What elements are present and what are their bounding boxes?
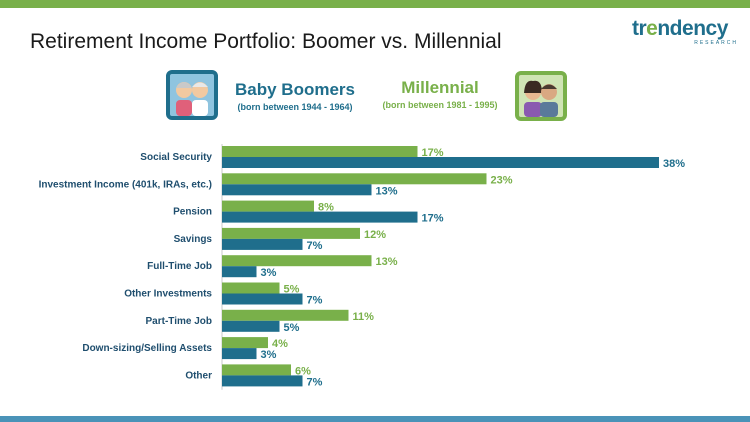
category-label: Other xyxy=(185,370,212,381)
top-accent-bar xyxy=(0,0,750,8)
boomers-bar xyxy=(222,320,280,332)
millennial-bar xyxy=(222,200,314,212)
boomers-bar xyxy=(222,348,257,360)
logo-text: trendency xyxy=(632,17,728,40)
category-label: Pension xyxy=(173,207,212,218)
boomers-bar xyxy=(222,375,303,387)
boomers-value-label: 7% xyxy=(307,240,323,252)
boomers-bar xyxy=(222,266,257,278)
bottom-accent-bar xyxy=(0,416,750,422)
boomers-bar xyxy=(222,293,303,305)
millennial-value-label: 8% xyxy=(318,202,334,214)
category-label: Down-sizing/Selling Assets xyxy=(82,343,212,354)
category-label: Part-Time Job xyxy=(146,316,213,327)
boomers-legend-born: (born between 1944 - 1964) xyxy=(237,102,353,112)
millennial-bar xyxy=(222,255,372,267)
boomers-bar xyxy=(222,184,372,196)
trendency-logo: trendency RESEARCH xyxy=(632,18,738,48)
millennial-value-label: 4% xyxy=(272,338,288,350)
category-label: Other Investments xyxy=(124,289,212,300)
category-label: Social Security xyxy=(140,152,212,163)
millennial-bar xyxy=(222,227,360,239)
category-label: Investment Income (401k, IRAs, etc.) xyxy=(39,179,212,190)
boomers-value-label: 38% xyxy=(663,158,685,170)
boomer-couple-icon xyxy=(166,70,218,120)
millennial-value-label: 5% xyxy=(284,284,300,296)
millennial-bar xyxy=(222,309,349,321)
page-title: Retirement Income Portfolio: Boomer vs. … xyxy=(30,30,502,53)
boomers-bar xyxy=(222,211,418,223)
boomers-value-label: 13% xyxy=(376,185,398,197)
millennial-bar xyxy=(222,364,291,376)
millennial-couple-icon xyxy=(515,71,567,121)
millennial-legend-born: (born between 1981 - 1995) xyxy=(382,100,498,110)
boomers-value-label: 7% xyxy=(307,295,323,307)
millennial-legend-name: Millennial xyxy=(401,78,479,97)
millennial-bar xyxy=(222,173,487,185)
boomers-value-label: 17% xyxy=(422,213,444,225)
millennial-value-label: 11% xyxy=(353,311,375,323)
millennial-value-label: 13% xyxy=(376,256,398,268)
millennial-bar xyxy=(222,146,418,157)
boomers-value-label: 3% xyxy=(261,349,277,361)
category-label: Full-Time Job xyxy=(147,261,212,272)
millennial-value-label: 6% xyxy=(295,365,311,377)
boomers-bar xyxy=(222,238,303,250)
millennial-value-label: 12% xyxy=(364,229,386,241)
millennial-bar xyxy=(222,282,280,294)
boomers-value-label: 3% xyxy=(261,267,277,279)
boomers-value-label: 5% xyxy=(284,322,300,334)
millennial-value-label: 17% xyxy=(422,147,444,159)
millennial-bar xyxy=(222,337,268,349)
logo-subtitle: RESEARCH xyxy=(694,40,738,46)
millennial-value-label: 23% xyxy=(491,174,513,186)
boomers-bar xyxy=(222,157,659,168)
boomers-legend-name: Baby Boomers xyxy=(235,80,355,99)
category-label: Savings xyxy=(174,234,213,245)
boomers-value-label: 7% xyxy=(307,376,323,388)
